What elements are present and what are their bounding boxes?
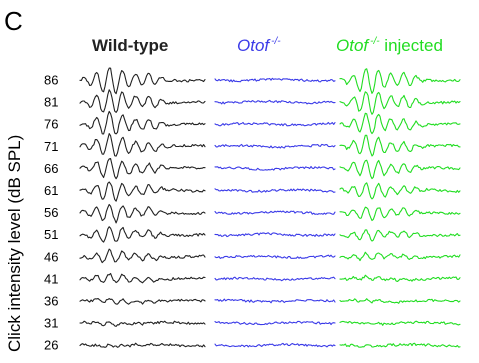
level-label-31: 31: [44, 316, 58, 331]
trace-injected-81: [339, 91, 461, 115]
trace-injected-41: [339, 274, 461, 283]
trace-injected-36: [339, 298, 461, 304]
level-label-36: 36: [44, 294, 58, 309]
trace-injected-71: [339, 134, 461, 157]
level-label-51: 51: [44, 227, 58, 242]
level-label-46: 46: [44, 249, 58, 264]
header-injected-sup: -/-: [370, 36, 380, 47]
level-label-86: 86: [44, 73, 58, 88]
trace-wild-type-41: [79, 272, 206, 284]
trace-knockout-26: [214, 342, 336, 348]
trace-injected-66: [339, 159, 461, 180]
level-label-81: 81: [44, 95, 58, 110]
header-knockout: Otof -/-: [237, 36, 281, 55]
header-wild-type: Wild-type: [92, 36, 168, 55]
trace-knockout-31: [214, 320, 336, 326]
trace-wild-type-61: [79, 181, 206, 202]
trace-knockout-61: [214, 188, 336, 193]
trace-knockout-86: [214, 77, 336, 83]
trace-wild-type-86: [79, 67, 206, 95]
trace-knockout-41: [214, 276, 336, 282]
trace-injected-86: [339, 68, 461, 94]
header-injected-gene: Otof: [336, 36, 370, 55]
trace-wild-type-66: [79, 158, 206, 180]
header-knockout-sup: -/-: [271, 36, 281, 47]
y-axis-label: Click intensity level (dB SPL): [5, 135, 24, 352]
trace-wild-type-36: [79, 298, 206, 305]
level-label-71: 71: [44, 139, 58, 154]
trace-knockout-76: [214, 121, 336, 127]
header-knockout-gene: Otof: [237, 36, 271, 55]
level-labels: 86 81 76 71 66 61 56 51 46 41 36 31 26: [44, 73, 58, 353]
trace-wild-type-31: [79, 320, 206, 327]
trace-knockout-71: [214, 143, 336, 149]
level-label-26: 26: [44, 338, 58, 353]
trace-knockout-66: [214, 165, 336, 171]
level-label-76: 76: [44, 117, 58, 132]
trace-injected-31: [339, 320, 461, 326]
trace-knockout-81: [214, 99, 336, 105]
trace-knockout-56: [214, 210, 336, 215]
trace-wild-type-81: [79, 89, 206, 113]
trace-wild-type-76: [79, 110, 206, 135]
trace-wild-type-56: [79, 203, 206, 224]
header-injected-suffix: injected: [380, 36, 443, 55]
level-label-56: 56: [44, 205, 58, 220]
trace-injected-51: [339, 229, 461, 242]
trace-wild-type-26: [79, 342, 206, 348]
trace-injected-76: [339, 112, 461, 135]
trace-wild-type-71: [79, 133, 206, 157]
trace-knockout-51: [214, 232, 336, 238]
trace-injected-46: [339, 251, 461, 262]
trace-injected-61: [339, 182, 461, 200]
level-label-41: 41: [44, 271, 58, 286]
traces: [79, 67, 461, 348]
trace-injected-26: [339, 342, 461, 348]
header-injected: Otof -/- injected: [336, 36, 443, 55]
level-label-66: 66: [44, 161, 58, 176]
trace-injected-56: [339, 206, 461, 222]
panel-label: C: [4, 6, 23, 36]
level-label-61: 61: [44, 183, 58, 198]
trace-knockout-36: [214, 298, 336, 304]
trace-knockout-46: [214, 254, 336, 259]
trace-wild-type-46: [79, 248, 206, 264]
trace-wild-type-51: [79, 226, 206, 243]
